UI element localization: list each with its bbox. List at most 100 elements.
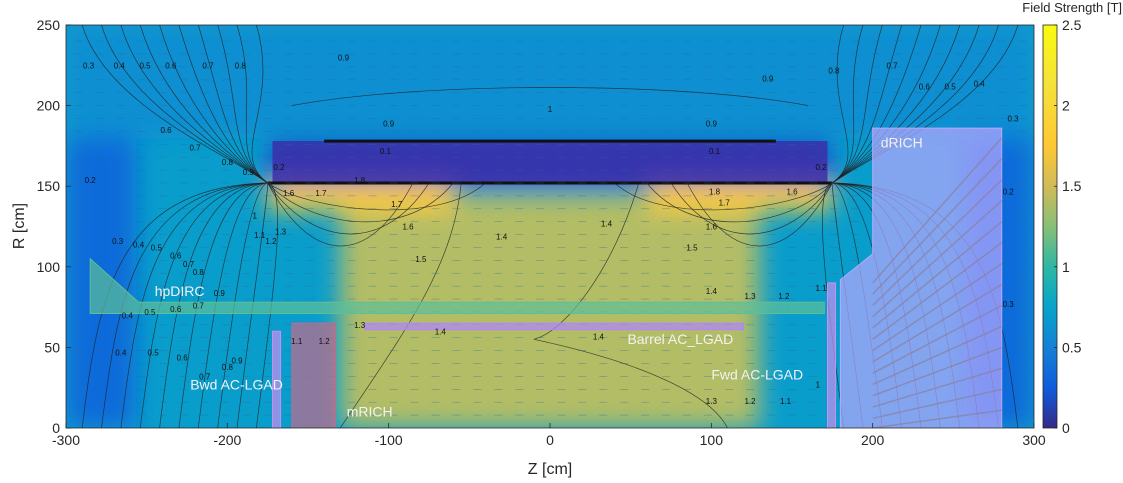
contour-label: 0.9 (243, 168, 255, 177)
y-tick-label: 250 (37, 17, 61, 33)
drich-ray (872, 179, 1003, 307)
contour-line (267, 182, 454, 223)
drich-ray (872, 283, 1003, 363)
drich-ray (872, 221, 1003, 329)
x-tick-label: -100 (375, 432, 403, 448)
field-region (66, 25, 1034, 138)
contour-line (251, 25, 268, 184)
contour-line (832, 25, 922, 184)
contour-line (267, 182, 414, 247)
contour-label: 0.3 (83, 62, 95, 71)
x-tick-label: -300 (52, 432, 80, 448)
contour-label: 1 (548, 105, 553, 114)
x-tick-label: 200 (861, 432, 885, 448)
x-tick-label: 100 (700, 432, 724, 448)
contour-line (267, 182, 486, 211)
contour-line (670, 182, 833, 235)
contour-line (236, 182, 269, 428)
contour-label: 0.9 (383, 120, 395, 129)
contour-label: 1.3 (275, 228, 287, 237)
contour-label: 0.9 (231, 357, 243, 366)
region-labels: hpDIRC Barrel AC_LGAD Bwd AC-LGAD mRICH Fwd … (155, 135, 923, 420)
contour-line (832, 25, 980, 184)
x-tick-label: 0 (546, 432, 554, 448)
contour-label: 0.7 (190, 144, 202, 153)
detector-label: dRICH (881, 135, 923, 151)
drich-ray (872, 242, 1003, 340)
contour-label: 0.8 (828, 66, 840, 75)
contour-label: 0.7 (183, 260, 195, 269)
contour-label: 1 (816, 381, 821, 390)
contour-label: 0.4 (115, 348, 127, 357)
contour-label: 0.6 (919, 82, 931, 91)
drich-ray (872, 200, 1003, 318)
contour-label: 0.9 (338, 53, 350, 62)
colorbar-tick-label: 2 (1062, 98, 1070, 114)
solenoid-coil (272, 141, 828, 183)
contour-line (267, 182, 430, 235)
detector-label: hpDIRC (155, 283, 205, 299)
contour-line (159, 182, 268, 428)
contour-label: 1.7 (391, 200, 403, 209)
contour-line (178, 25, 268, 184)
detector-label: Fwd AC-LGAD (711, 367, 803, 383)
colorbar-scale (1042, 24, 1058, 429)
y-tick-label: 150 (37, 178, 61, 194)
contour-label: 1.1 (291, 337, 303, 346)
contour-label: 1.8 (354, 176, 366, 185)
contour-label: 1.1 (254, 231, 266, 240)
contour-label: 1.3 (706, 397, 718, 406)
contour-label: 1.7 (719, 199, 731, 208)
contour-label: 0.4 (122, 311, 134, 320)
contour-line (139, 182, 268, 428)
field-region (267, 182, 454, 211)
contour-line (197, 182, 268, 428)
contour-label: 0.4 (974, 79, 986, 88)
contour-label: 0.6 (170, 305, 182, 314)
contour-label: 0.1 (380, 147, 392, 156)
drich-ray (872, 409, 1002, 428)
drich-ray (872, 158, 1003, 295)
x-axis-label: Z [cm] (528, 461, 572, 478)
contour-line (81, 182, 268, 428)
contour-label: 0.4 (133, 240, 145, 249)
contour-line (120, 25, 268, 184)
contour-label: 1.2 (744, 397, 756, 406)
contour-line (832, 25, 999, 184)
contour-label: 0.5 (139, 62, 151, 71)
contour-line (832, 25, 849, 184)
contour-label: 1.2 (778, 292, 790, 301)
drich-ray (872, 367, 1002, 408)
contour-label: 0.8 (222, 363, 234, 372)
colorbar-tick-label: 0.5 (1062, 339, 1082, 355)
contour-line (159, 25, 268, 184)
y-tick-label: 100 (37, 259, 61, 275)
contour-label: 1.4 (496, 232, 508, 241)
contour-label: 1.4 (601, 220, 613, 229)
contour-line (339, 182, 462, 428)
y-tick-label: 50 (44, 339, 60, 355)
detector-label: mRICH (347, 404, 393, 420)
contour-label: 1.4 (706, 287, 718, 296)
contour-label: 0.3 (1007, 115, 1019, 124)
contour-label: 1.5 (415, 255, 427, 264)
detector-bwd-ac-lgad (272, 330, 282, 428)
colorbar-tick-label: 0 (1062, 420, 1070, 436)
colorbar-tick-label: 1 (1062, 259, 1070, 275)
x-tick-label: 300 (1022, 432, 1046, 448)
field-region (646, 182, 833, 211)
contour-label: 0.5 (148, 348, 160, 357)
contour-label: 0.1 (709, 147, 721, 156)
y-axis-label: R [cm] (11, 203, 28, 249)
contour-label: 0.9 (762, 74, 774, 83)
detector-drich (839, 127, 1003, 428)
contour-line (81, 25, 268, 184)
contour-label: 0.2 (85, 176, 97, 185)
contour-line (101, 182, 268, 428)
contour-label: 0.6 (165, 62, 177, 71)
field-heatmap (66, 25, 1034, 428)
x-tick-label: -200 (213, 432, 241, 448)
colorbar-tick-label: 2.5 (1062, 17, 1082, 33)
contour-label: 0.7 (886, 62, 898, 71)
contour-line (101, 25, 268, 184)
